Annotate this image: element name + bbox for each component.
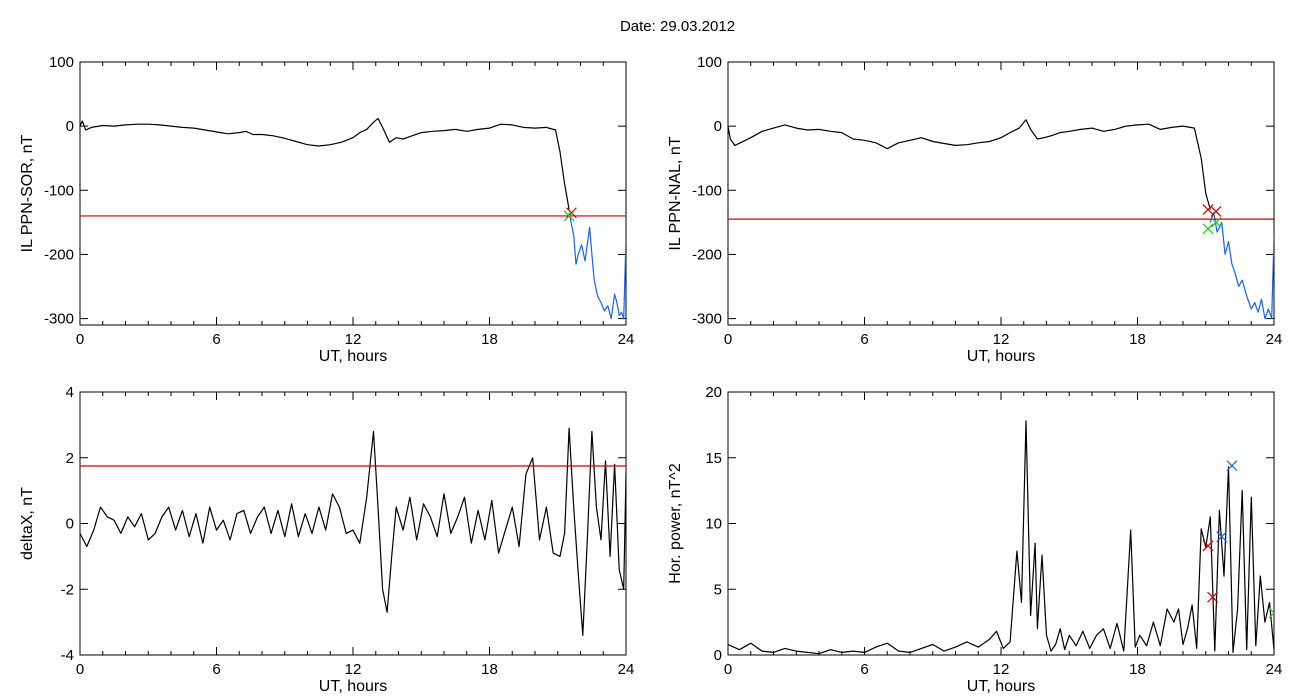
x-tick-label: 0: [724, 661, 732, 678]
plot-frame: [727, 391, 1275, 656]
y-tick-label: 10: [705, 516, 722, 533]
plot-frame: [727, 61, 1275, 326]
y-axis-label: IL PPN-SOR, nT: [19, 134, 36, 252]
y-tick-label: -4: [61, 647, 74, 664]
plot-frame: [79, 61, 627, 326]
y-axis-label: IL PPN-NAL, nT: [667, 136, 684, 250]
x-tick-label: 12: [345, 331, 362, 348]
chart-panel-2: 0 6 12 18 24 -300 -200 -100 0 100 UT, hours IL PPN-…: [667, 54, 1282, 365]
y-tick-label: 0: [66, 516, 74, 533]
y-axis-label: deltaX, nT: [19, 487, 36, 560]
y-tick-label: 5: [714, 581, 722, 598]
y-tick-label: 2: [66, 450, 74, 467]
x-marker: [1202, 223, 1214, 235]
x-tick-label: 18: [481, 331, 498, 348]
y-tick-label: 4: [66, 384, 74, 401]
x-axis-label: UT, hours: [319, 348, 387, 365]
series-line-2: [1209, 212, 1274, 320]
x-tick-label: 18: [1129, 331, 1146, 348]
x-tick-label: 0: [76, 331, 84, 348]
x-tick-label: 6: [212, 331, 220, 348]
series-line-2: [568, 212, 626, 320]
y-tick-label: 0: [714, 647, 722, 664]
y-tick-label: 0: [66, 118, 74, 135]
x-marker: [1207, 591, 1218, 603]
plot-frame: [79, 391, 627, 656]
y-tick-label: -300: [44, 311, 74, 328]
plot-area: [728, 119, 1274, 320]
x-marker: [1210, 206, 1222, 217]
x-tick-label: 6: [212, 661, 220, 678]
x-tick-label: 0: [724, 331, 732, 348]
x-tick-label: 18: [1129, 661, 1146, 678]
series-line-1: [728, 420, 1274, 655]
series-line-1: [80, 117, 570, 210]
x-marker: [563, 210, 575, 222]
x-axis-label: UT, hours: [967, 348, 1035, 365]
y-axis-label: Hor. power, nT^2: [667, 463, 684, 584]
plot-area: [80, 427, 626, 636]
x-tick-label: 12: [993, 331, 1010, 348]
chart-panel-4: 0 6 12 18 24 0 5 10 15 20 UT, hours Hor. power, nT^…: [667, 384, 1282, 695]
x-tick-label: 12: [993, 661, 1010, 678]
x-tick-label: 6: [860, 331, 868, 348]
y-tick-label: -2: [61, 581, 74, 598]
x-axis-label: UT, hours: [967, 678, 1035, 695]
y-tick-label: 0: [714, 118, 722, 135]
y-tick-label: 100: [697, 54, 722, 71]
chart-panel-1: 0 6 12 18 24 -300 -200 -100 0 100 UT, hours IL PPN-…: [19, 54, 634, 365]
x-marker: [1268, 607, 1274, 619]
x-marker: [1210, 216, 1222, 228]
y-tick-label: -200: [44, 246, 74, 263]
series-line-1: [80, 427, 626, 636]
plot-area: [728, 420, 1274, 655]
series-line-1: [728, 119, 1211, 210]
x-axis-label: UT, hours: [319, 678, 387, 695]
y-tick-label: -300: [692, 311, 722, 328]
y-tick-label: 100: [49, 54, 74, 71]
y-tick-label: 15: [705, 450, 722, 467]
x-tick-label: 0: [76, 661, 84, 678]
x-tick-label: 12: [345, 661, 362, 678]
x-tick-label: 24: [1266, 331, 1283, 348]
x-marker: [565, 207, 577, 219]
x-tick-label: 24: [618, 661, 635, 678]
x-tick-label: 24: [618, 331, 635, 348]
y-tick-label: -100: [44, 182, 74, 199]
y-tick-label: -100: [692, 182, 722, 199]
y-tick-label: 20: [705, 384, 722, 401]
plot-area: [80, 117, 626, 320]
x-marker: [1202, 540, 1214, 552]
x-tick-label: 6: [860, 661, 868, 678]
x-tick-label: 24: [1266, 661, 1283, 678]
x-marker: [1216, 531, 1228, 543]
x-marker: [1202, 204, 1214, 215]
x-marker: [1226, 460, 1238, 472]
page-title: Date: 29.03.2012: [619, 18, 736, 35]
x-tick-label: 18: [481, 661, 498, 678]
y-tick-label: -200: [692, 246, 722, 263]
